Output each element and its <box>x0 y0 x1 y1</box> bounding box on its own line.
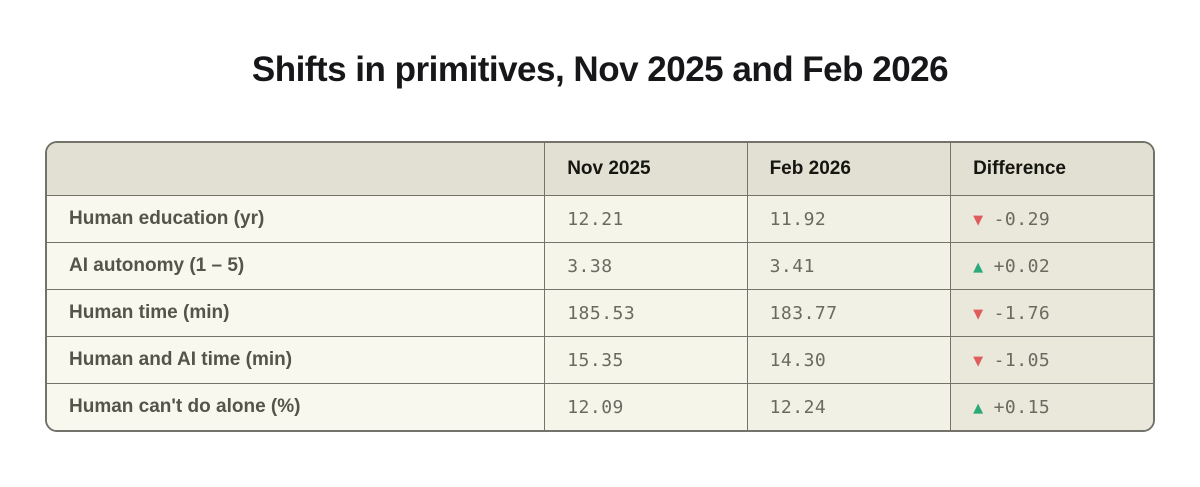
metric-label: AI autonomy (1 – 5) <box>47 242 546 290</box>
trend-up-icon: ▲ <box>973 400 984 416</box>
trend-down-icon: ▼ <box>973 353 984 369</box>
feb-value: 11.92 <box>746 195 952 243</box>
difference-cell: ▼ -1.05 <box>950 336 1153 384</box>
table-row: Human can't do alone (%) 12.09 12.24 ▲ +0… <box>47 383 1153 430</box>
difference-value: -1.76 <box>993 302 1051 324</box>
nov-value: 3.38 <box>544 242 748 290</box>
column-header-nov-2025: Nov 2025 <box>544 143 748 196</box>
table-row: Human time (min) 185.53 183.77 ▼ -1.76 <box>47 289 1153 337</box>
trend-down-icon: ▼ <box>973 212 984 228</box>
trend-up-icon: ▲ <box>973 259 984 275</box>
table-row: Human education (yr) 12.21 11.92 ▼ -0.29 <box>47 195 1153 243</box>
difference-cell: ▼ -1.76 <box>950 289 1153 337</box>
nov-value: 12.09 <box>544 383 748 430</box>
metric-label: Human time (min) <box>47 289 546 337</box>
difference-value: +0.02 <box>993 255 1051 277</box>
feb-value: 3.41 <box>746 242 952 290</box>
feb-value: 14.30 <box>746 336 952 384</box>
difference-cell: ▲ +0.15 <box>950 383 1153 430</box>
metric-label: Human education (yr) <box>47 195 546 243</box>
comparison-table: Nov 2025 Feb 2026 Difference Human educa… <box>45 141 1155 432</box>
difference-value: +0.15 <box>993 396 1051 418</box>
feb-value: 183.77 <box>746 289 952 337</box>
difference-cell: ▲ +0.02 <box>950 242 1153 290</box>
nov-value: 185.53 <box>544 289 748 337</box>
nov-value: 12.21 <box>544 195 748 243</box>
metric-label: Human can't do alone (%) <box>47 383 546 430</box>
nov-value: 15.35 <box>544 336 748 384</box>
page-title: Shifts in primitives, Nov 2025 and Feb 2… <box>251 50 949 89</box>
column-header-metric <box>47 143 546 196</box>
difference-value: -0.29 <box>993 208 1051 230</box>
difference-value: -1.05 <box>993 349 1051 371</box>
column-header-difference: Difference <box>950 143 1153 196</box>
column-header-feb-2026: Feb 2026 <box>746 143 952 196</box>
table-row: AI autonomy (1 – 5) 3.38 3.41 ▲ +0.02 <box>47 242 1153 290</box>
difference-cell: ▼ -0.29 <box>950 195 1153 243</box>
header-row: Nov 2025 Feb 2026 Difference <box>47 143 1153 196</box>
metric-label: Human and AI time (min) <box>47 336 546 384</box>
table-row: Human and AI time (min) 15.35 14.30 ▼ -1.… <box>47 336 1153 384</box>
trend-down-icon: ▼ <box>973 306 984 322</box>
feb-value: 12.24 <box>746 383 952 430</box>
